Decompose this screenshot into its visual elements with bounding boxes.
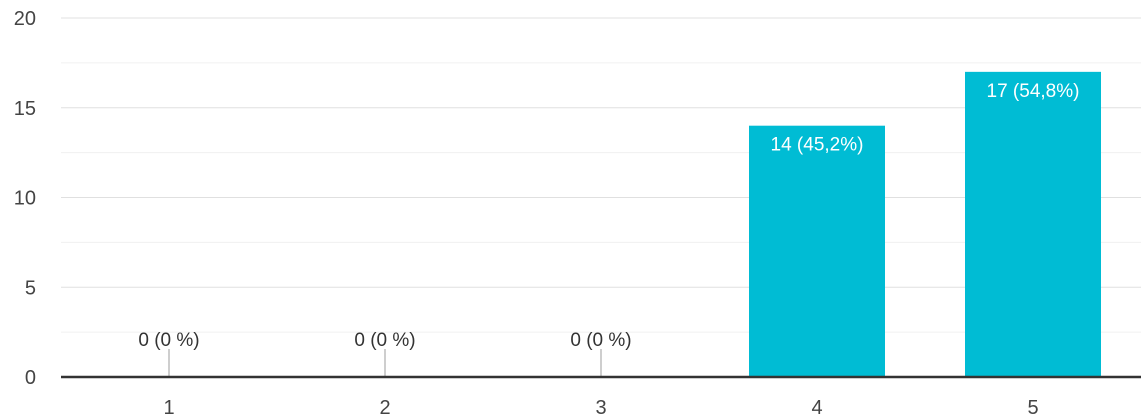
data-label: 0 (0 %) [138, 330, 199, 351]
bar [965, 71, 1101, 377]
bar [749, 125, 885, 377]
bars [168, 71, 1101, 377]
y-tick-label: 10 [14, 188, 36, 210]
x-tick-label: 1 [163, 397, 174, 416]
grid-lines [61, 17, 1141, 333]
labels: 0 5 10 15 20 1 2 3 4 5 0 (0 %) 0 (0 %) 0 (0 %) 14 (45… [14, 8, 1080, 416]
x-tick-label: 5 [1027, 397, 1038, 416]
y-tick-label: 0 [25, 367, 36, 389]
y-tick-label: 5 [25, 277, 36, 299]
x-tick-label: 4 [811, 397, 822, 416]
y-tick-label: 20 [14, 8, 36, 30]
x-tick-label: 2 [379, 397, 390, 416]
data-label: 14 (45,2%) [771, 135, 864, 156]
data-label: 0 (0 %) [570, 330, 631, 351]
data-label: 0 (0 %) [354, 330, 415, 351]
x-tick-label: 3 [595, 397, 606, 416]
y-tick-label: 15 [14, 98, 36, 120]
data-label: 17 (54,8%) [987, 81, 1080, 102]
